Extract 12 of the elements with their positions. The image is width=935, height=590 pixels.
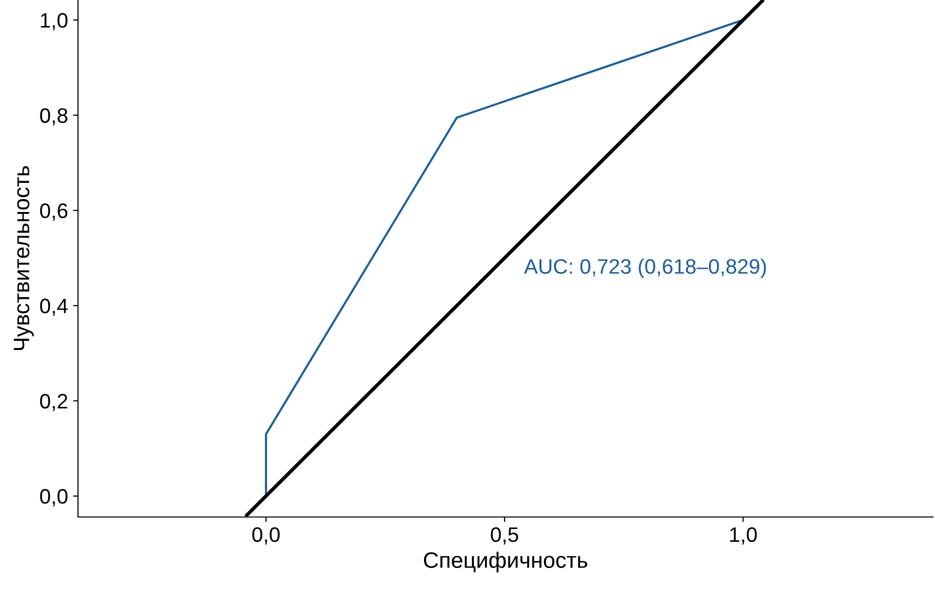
y-tick-label: 0,4 [40,298,68,316]
y-axis-title: Чувствительность [14,166,34,350]
x-tick-label: 0,5 [490,527,518,544]
y-tick-label: 0,2 [40,394,68,412]
y-tick-label: 0,0 [40,489,68,506]
annotation: AUC: 0,723 (0,618–0,829) [524,258,766,278]
x-tick-label: 0,0 [252,527,280,544]
y-tick-label: 0,8 [40,108,68,126]
y-tick-label: 0,6 [40,203,68,221]
x-axis-title: Специфичность [424,552,588,572]
y-tick-label: 1,0 [40,12,68,30]
x-tick-label: 1,0 [730,527,757,544]
